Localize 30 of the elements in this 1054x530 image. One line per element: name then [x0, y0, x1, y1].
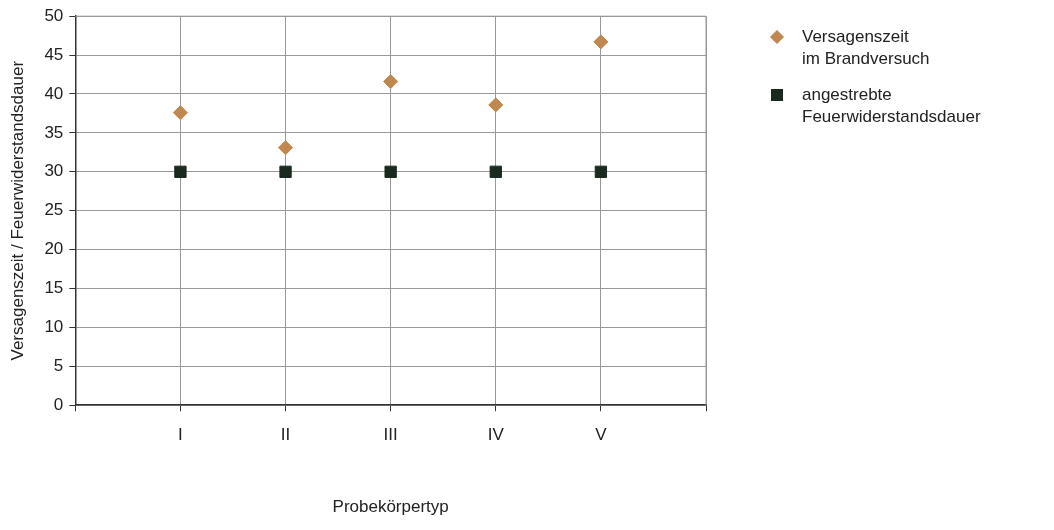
y-tick-label: 15	[44, 278, 64, 298]
legend-label: angestrebte Feuerwiderstandsdauer	[802, 84, 982, 128]
y-tick-label: 5	[53, 355, 64, 375]
point	[488, 97, 504, 113]
x-tick-label: IV	[487, 425, 505, 445]
point	[172, 105, 188, 121]
y-tick-label: 25	[44, 200, 64, 220]
point	[593, 34, 609, 50]
point	[174, 165, 187, 178]
y-tick-label: 35	[44, 122, 64, 142]
y-tick-label: 10	[44, 317, 64, 337]
x-tick-label: I	[178, 425, 183, 445]
y-tick-label: 50	[44, 5, 64, 25]
x-tick-label: V	[595, 425, 608, 445]
y-tick-label: 30	[44, 161, 64, 181]
x-axis-title: Probekörpertyp	[332, 497, 449, 517]
point	[278, 140, 294, 156]
legend-label: Versagenszeit im Brandversuch	[802, 26, 930, 70]
point	[594, 165, 608, 178]
y-tick-label: 45	[44, 44, 64, 64]
point	[384, 165, 397, 178]
point	[489, 165, 502, 178]
y-tick-label: 0	[53, 394, 64, 414]
y-tick-label: 20	[44, 239, 64, 259]
x-tick-label: II	[280, 425, 291, 445]
y-axis-title: Versagenszeit / Feuerwiderstandsdauer	[7, 60, 27, 361]
point	[383, 74, 399, 90]
y-tick-label: 40	[44, 83, 64, 103]
point	[279, 165, 292, 178]
x-tick-label: III	[383, 425, 398, 445]
